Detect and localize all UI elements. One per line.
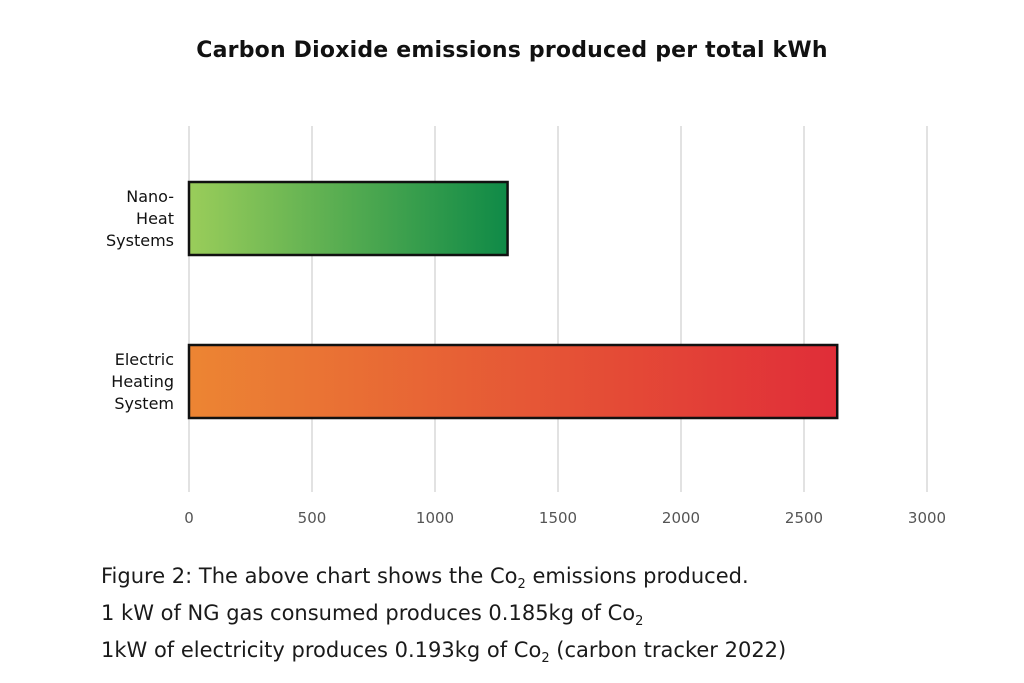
- x-tick-label: 0: [184, 509, 194, 527]
- x-tick-label: 3000: [908, 509, 946, 527]
- caption-line-3: 1kW of electricity produces 0.193kg of C…: [101, 638, 787, 666]
- category-label-nano-heat: Nano- Heat Systems: [106, 186, 174, 250]
- caption-line-1: Figure 2: The above chart shows the Co2 …: [101, 564, 749, 592]
- x-tick-label: 500: [298, 509, 327, 527]
- bars: [187, 180, 839, 420]
- x-axis-ticks: 0 500 1000 1500 2000 2500 3000: [184, 509, 946, 527]
- chart-title: Carbon Dioxide emissions produced per to…: [196, 38, 828, 63]
- bar-nano-heat: [187, 180, 509, 257]
- caption-line-2: 1 kW of NG gas consumed produces 0.185kg…: [101, 601, 644, 629]
- figure-caption: Figure 2: The above chart shows the Co2 …: [101, 562, 786, 673]
- x-tick-label: 2500: [785, 509, 823, 527]
- bar-electric-heating: [187, 343, 839, 420]
- x-tick-label: 1000: [416, 509, 454, 527]
- category-label-electric-heating: Electric Heating System: [111, 349, 174, 413]
- x-tick-label: 2000: [662, 509, 700, 527]
- x-tick-label: 1500: [539, 509, 577, 527]
